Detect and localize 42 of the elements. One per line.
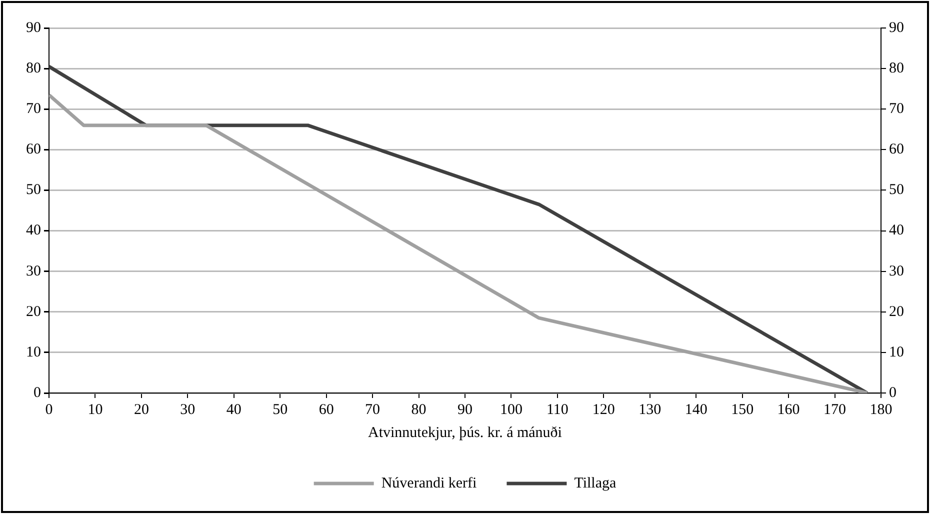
y-tick-label: 70	[889, 101, 904, 118]
x-tick-label: 100	[500, 402, 522, 418]
legend-label: Núverandi kerfi	[381, 475, 477, 492]
y2-tick-label: 70	[26, 101, 41, 118]
x-tick-label: 40	[226, 402, 242, 418]
x-tick-label: 0	[45, 402, 53, 418]
y2-tick-label: 30	[26, 263, 41, 280]
x-tick-label: 20	[134, 402, 149, 418]
y2-tick-label: 40	[26, 222, 41, 239]
x-tick-label: 60	[318, 402, 334, 418]
x-tick-label: 170	[824, 402, 846, 418]
legend-label: Tillaga	[574, 475, 617, 492]
y2-tick-label: 90	[26, 20, 41, 36]
x-tick-label: 90	[458, 402, 472, 418]
y-tick-label: 20	[889, 304, 904, 320]
y-tick-label: 50	[889, 182, 904, 198]
y2-tick-label: 60	[26, 142, 41, 158]
x-tick-label: 70	[365, 402, 380, 418]
y-tick-label: 30	[889, 263, 904, 280]
y-tick-label: 90	[889, 20, 904, 36]
x-tick-label: 10	[88, 402, 103, 418]
y2-tick-label: 50	[26, 182, 41, 198]
y-tick-label: 80	[889, 60, 904, 76]
y-tick-label: 60	[889, 142, 904, 158]
y2-tick-label: 0	[34, 384, 41, 401]
x-tick-label: 180	[870, 402, 892, 418]
x-tick-label: 140	[684, 402, 708, 418]
x-tick-label: 120	[592, 402, 615, 418]
x-tick-label: 30	[180, 402, 196, 418]
y-tick-label: 10	[889, 344, 904, 360]
y2-tick-label: 20	[26, 304, 41, 320]
x-tick-label: 150	[731, 402, 754, 418]
x-axis-title: Atvinnutekjur, þús. kr. á mánuði	[368, 424, 562, 441]
x-tick-label: 130	[638, 402, 662, 418]
y2-tick-label: 10	[26, 344, 41, 360]
y2-tick-label: 80	[26, 60, 41, 76]
x-tick-label: 80	[411, 402, 426, 418]
x-tick-label: 160	[777, 402, 800, 418]
y-tick-label: 40	[889, 222, 904, 239]
y-tick-label: 0	[889, 384, 896, 401]
x-tick-label: 50	[272, 402, 288, 418]
x-tick-label: 110	[546, 402, 568, 418]
